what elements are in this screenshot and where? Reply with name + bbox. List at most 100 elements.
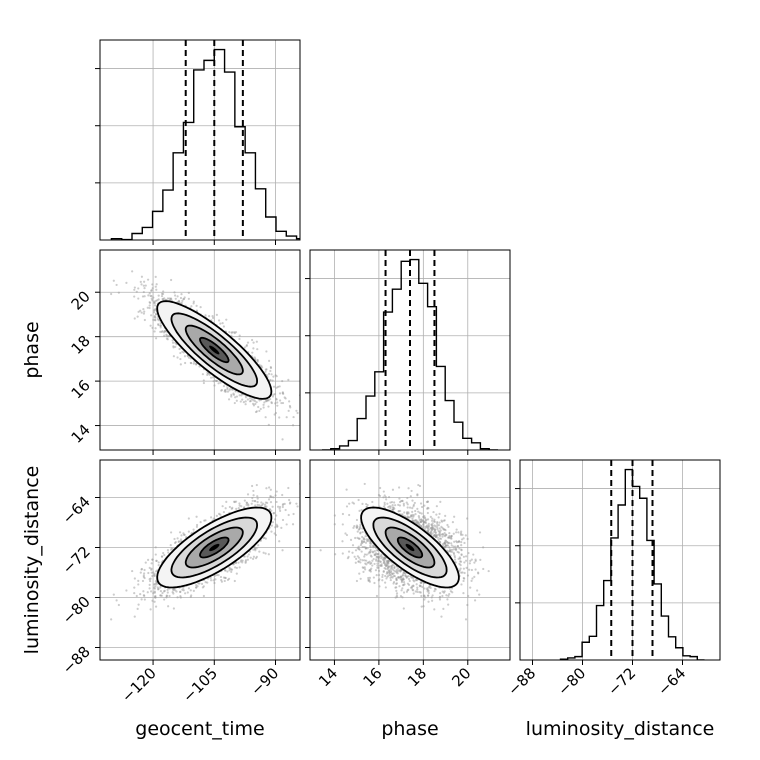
y-tick-label: −72 — [59, 543, 94, 578]
sample-point — [422, 605, 425, 608]
sample-point — [375, 574, 378, 577]
sample-point — [417, 510, 420, 513]
sample-point — [241, 561, 244, 564]
histogram-panel-phase — [305, 249, 511, 455]
sample-point — [407, 575, 410, 578]
sample-point — [176, 537, 179, 540]
sample-point — [139, 309, 142, 312]
sample-point — [257, 405, 260, 409]
sample-point — [395, 571, 398, 574]
sample-point — [150, 289, 153, 292]
sample-point — [413, 501, 416, 505]
sample-point — [444, 514, 447, 517]
sample-point — [384, 581, 387, 584]
sample-point — [445, 594, 448, 597]
sample-point — [361, 545, 364, 549]
sample-point — [137, 583, 140, 586]
sample-point — [260, 501, 263, 504]
sample-point — [431, 517, 434, 520]
sample-point — [384, 495, 387, 499]
sample-point — [466, 574, 470, 577]
sample-point — [356, 547, 359, 550]
sample-point — [281, 518, 285, 522]
sample-point — [154, 327, 157, 330]
sample-point — [451, 521, 455, 524]
sample-point — [295, 502, 298, 505]
sample-point — [273, 413, 276, 416]
sample-point — [359, 577, 362, 580]
sample-point — [235, 566, 239, 570]
sample-point — [244, 396, 248, 399]
sample-point — [437, 523, 441, 527]
sample-point — [142, 574, 145, 577]
sample-point — [255, 410, 258, 413]
sample-point — [220, 580, 224, 583]
sample-point — [272, 393, 275, 396]
density-panel-geocent_time-phase: 14 16 18 20 — [68, 249, 301, 455]
sample-point — [252, 494, 255, 497]
sample-point — [417, 521, 420, 524]
sample-point — [438, 532, 441, 536]
sample-point — [389, 574, 392, 577]
sample-point — [264, 416, 267, 419]
sample-point — [269, 501, 273, 504]
sample-point — [209, 576, 212, 579]
sample-point — [149, 324, 152, 327]
sample-point — [419, 502, 423, 505]
sample-point — [180, 534, 183, 537]
sample-point — [371, 559, 374, 562]
sample-point — [376, 553, 379, 556]
sample-point — [418, 518, 421, 522]
sample-point — [482, 567, 485, 571]
sample-point — [166, 591, 169, 594]
sample-point — [215, 514, 218, 517]
sample-point — [406, 506, 409, 509]
sample-point — [237, 507, 240, 510]
sample-point — [426, 518, 430, 521]
sample-point — [146, 306, 149, 309]
sample-point — [172, 355, 175, 358]
sample-point — [241, 559, 244, 562]
sample-point — [377, 493, 381, 497]
sample-point — [464, 555, 468, 558]
sample-point — [360, 508, 363, 512]
sample-point — [433, 589, 436, 593]
sample-point — [441, 533, 444, 536]
sample-point — [198, 365, 201, 368]
sample-point — [397, 486, 401, 489]
sample-point — [281, 505, 284, 509]
sample-point — [341, 552, 344, 555]
sample-point — [334, 553, 337, 556]
sample-point — [230, 568, 233, 571]
sample-point — [142, 307, 145, 311]
sample-point — [426, 527, 430, 530]
sample-point — [244, 403, 247, 406]
sample-point — [453, 554, 456, 557]
sample-point — [391, 564, 394, 567]
sample-point — [137, 579, 140, 583]
sample-point — [408, 506, 412, 509]
sample-point — [359, 523, 362, 526]
sample-point — [351, 544, 355, 547]
sample-point — [387, 495, 391, 499]
sample-point — [423, 504, 426, 507]
sample-point — [192, 362, 195, 365]
sample-point — [373, 553, 376, 556]
sample-point — [412, 589, 415, 592]
sample-point — [267, 372, 271, 375]
sample-point — [381, 579, 384, 582]
sample-point — [420, 512, 423, 515]
sample-point — [425, 525, 428, 528]
sample-point — [139, 571, 142, 574]
sample-point — [268, 359, 271, 363]
sample-point — [133, 577, 136, 580]
sample-point — [143, 572, 146, 575]
sample-point — [416, 507, 419, 510]
y-tick-label: 16 — [68, 376, 94, 402]
sample-point — [450, 548, 453, 552]
sample-point — [246, 558, 249, 561]
sample-point — [420, 518, 423, 521]
sample-point — [455, 528, 458, 531]
sample-point — [296, 505, 299, 508]
sample-point — [372, 557, 375, 561]
